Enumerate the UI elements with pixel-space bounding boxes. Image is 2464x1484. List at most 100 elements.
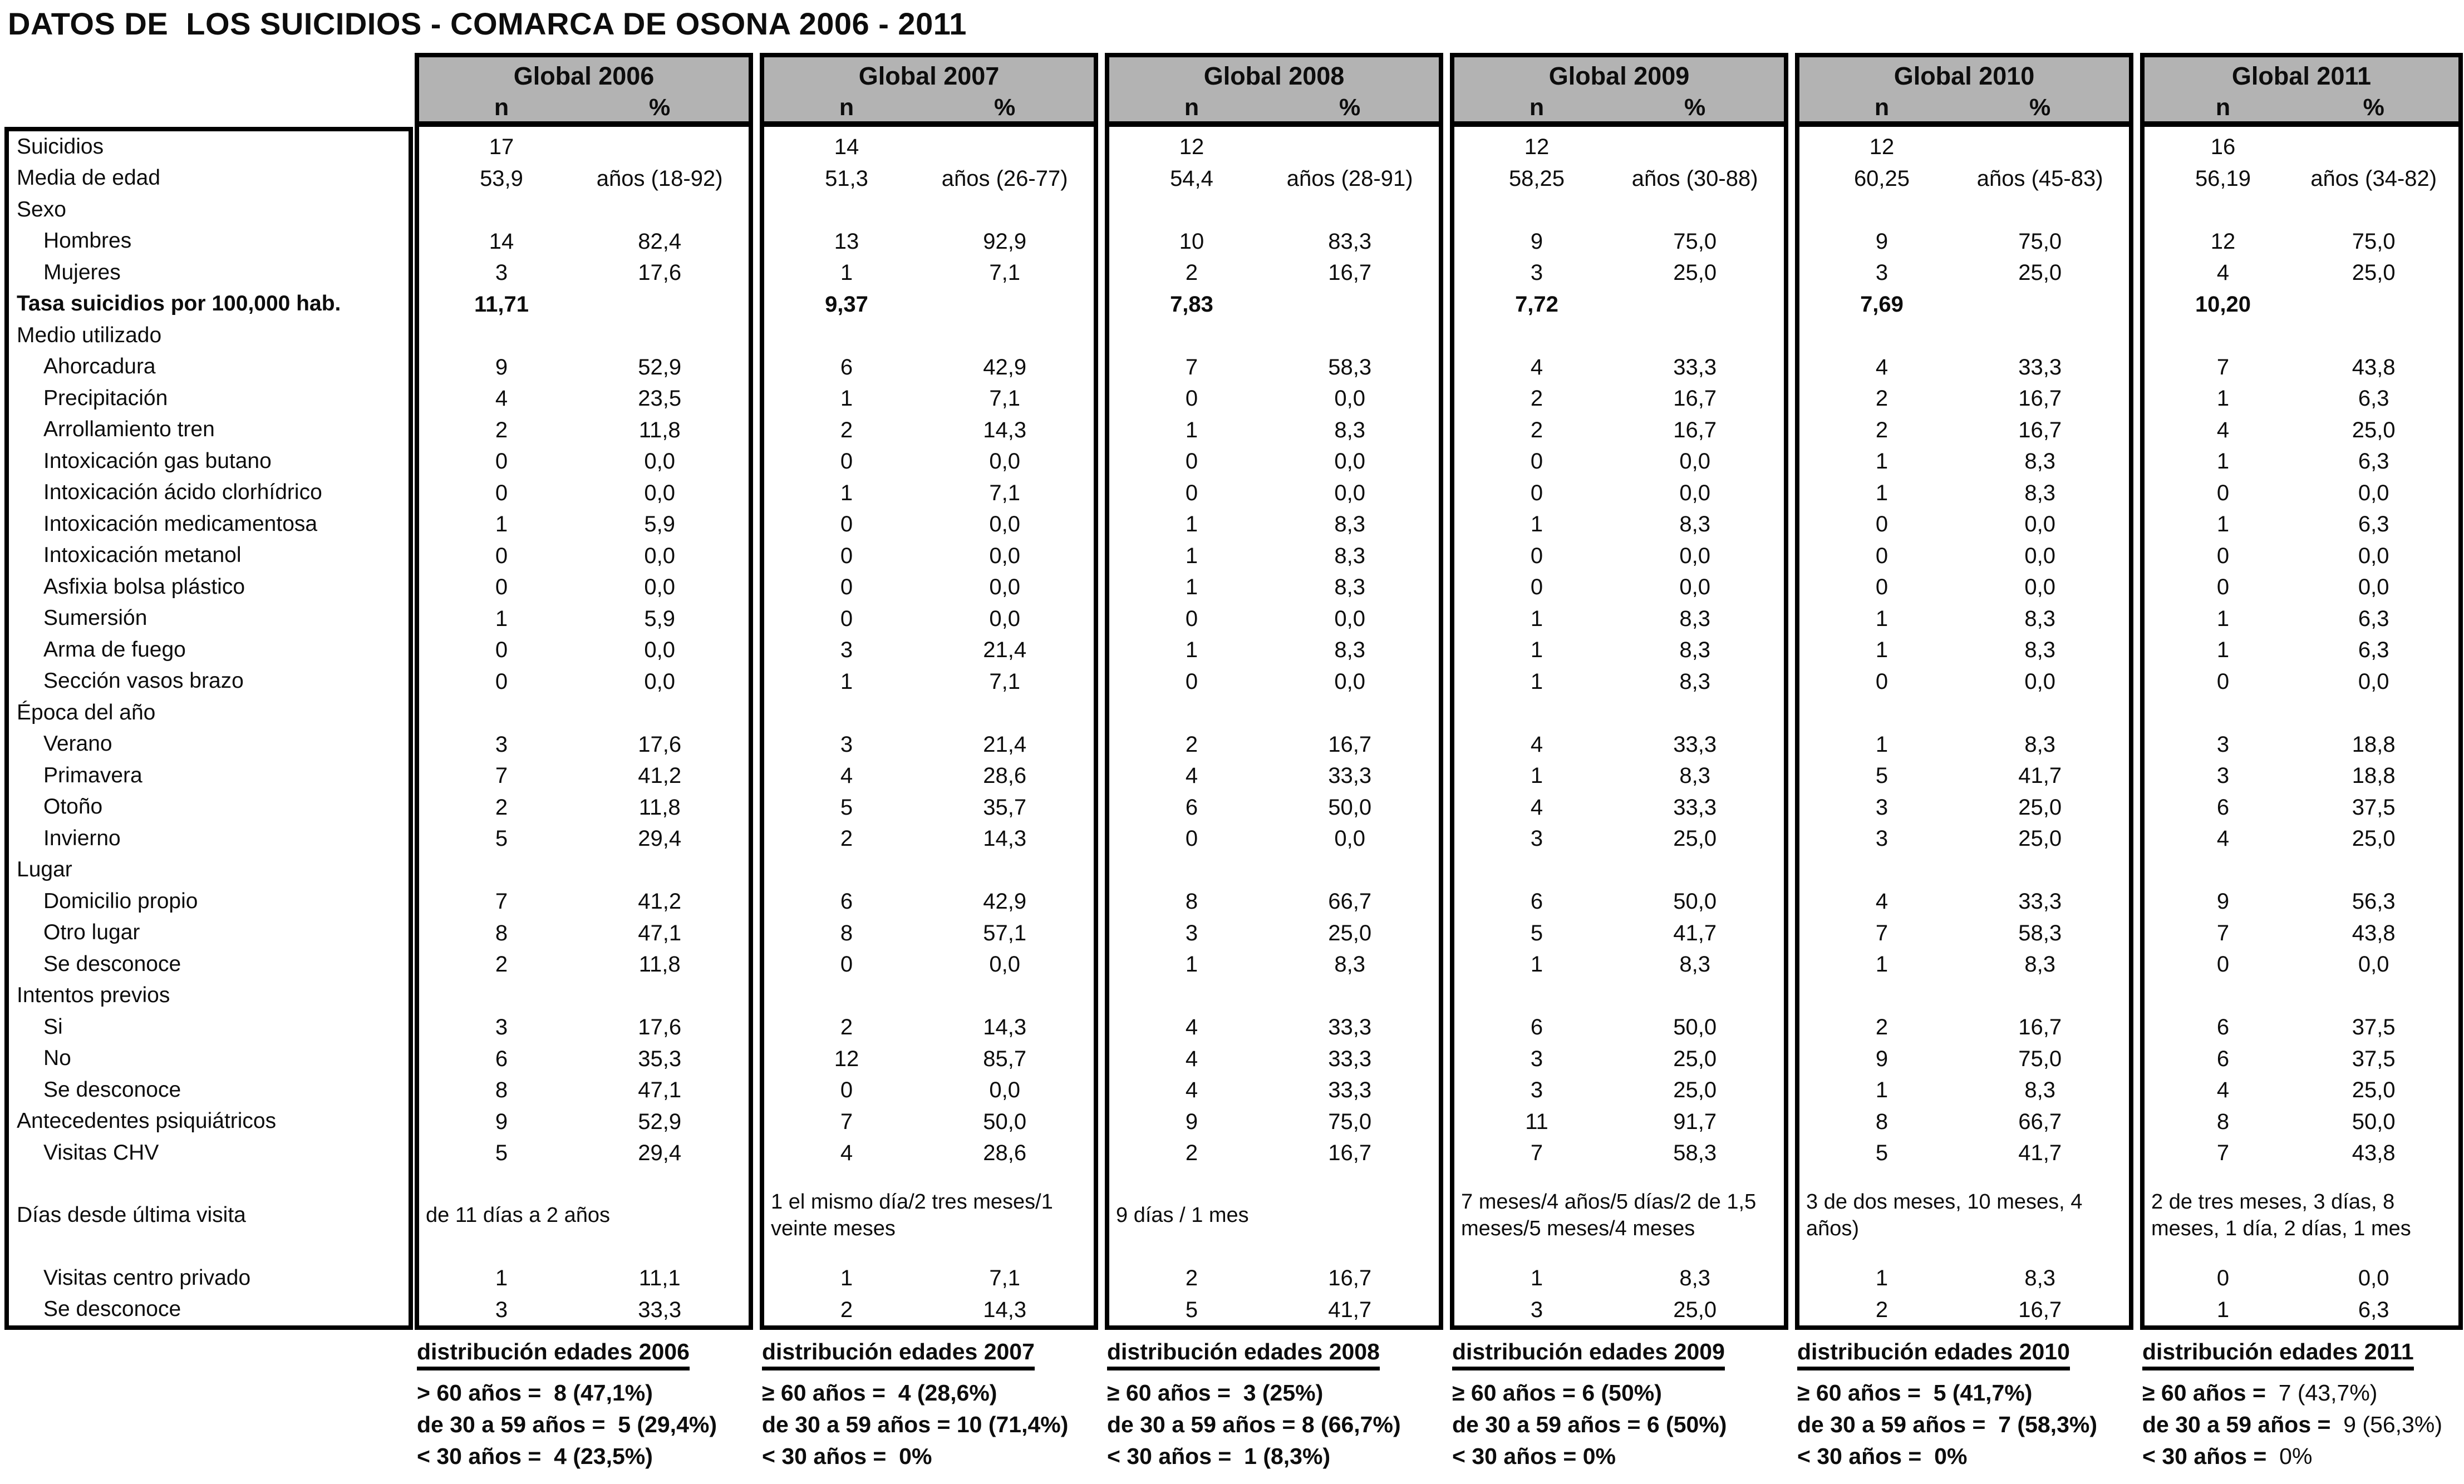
pct-value: 0,0: [2358, 575, 2389, 599]
days-since-visit-cell: de 11 días a 2 años: [426, 1204, 610, 1227]
pct-value: años (26-77): [941, 166, 1068, 191]
age-line-value: 6 (50%): [1640, 1412, 1727, 1437]
n-value: 3: [1530, 1297, 1543, 1322]
pct-value: 8,3: [1679, 669, 1710, 694]
n-value: 0: [495, 480, 508, 505]
pct-value: 0,0: [2358, 952, 2389, 977]
data-row: 3 25,0: [1799, 257, 2129, 289]
data-row: 5 35,7: [764, 792, 1094, 824]
pct-value: 16,7: [1328, 1266, 1372, 1290]
row-label: Mujeres: [43, 260, 121, 284]
data-row: 0 0,0: [2145, 540, 2458, 572]
n-value: 9: [1875, 1046, 1888, 1071]
data-row: 6 37,5: [2145, 1012, 2458, 1043]
age-distribution-title: distribución edades 2009: [1452, 1339, 1725, 1370]
pct-value: 14,3: [983, 1297, 1027, 1322]
data-row: 1 8,3: [1799, 1263, 2129, 1294]
data-row: 2 16,7: [1109, 1137, 1439, 1169]
n-value: 5: [1875, 1141, 1888, 1165]
data-row: 8 47,1: [419, 1074, 749, 1106]
n-value: 0: [1530, 480, 1543, 505]
row-label: Verano: [43, 732, 112, 756]
pct-value: 33,3: [1328, 1046, 1372, 1071]
pct-value: 0,0: [989, 512, 1020, 536]
n-value: 5: [1185, 1297, 1198, 1322]
n-value: 8: [495, 920, 508, 945]
age-distribution-line: de 30 a 59 años = 6 (50%): [1452, 1409, 1791, 1441]
n-value: 1: [1875, 1078, 1888, 1102]
row-label: Antecedentes psiquiátricos: [17, 1109, 277, 1133]
n-value: 4: [495, 386, 508, 411]
pct-value: 8,3: [1679, 1266, 1710, 1290]
data-row: 0 0,0: [1454, 477, 1784, 509]
pct-value: 0,0: [1334, 386, 1365, 411]
age-line-value: 7 (58,3%): [1985, 1412, 2097, 1437]
data-row: 0 0,0: [419, 634, 749, 666]
data-row: 3 17,6: [419, 257, 749, 289]
data-row: [1799, 194, 2129, 226]
age-line-value: 10 (71,4%): [950, 1412, 1069, 1437]
year-header-2008: Global 2008 n%: [1109, 57, 1439, 127]
pct-column-header: %: [994, 94, 1016, 121]
data-row: 1 8,3: [1454, 760, 1784, 792]
data-row: [764, 194, 1094, 226]
pct-value: 66,7: [1328, 889, 1372, 914]
subheader-row: n%: [419, 91, 749, 121]
n-value: 16: [2210, 135, 2236, 159]
n-value: 9: [495, 354, 508, 379]
pct-value: 7,1: [989, 669, 1020, 694]
pct-value: 8,3: [1679, 638, 1710, 662]
pct-value: 11,8: [638, 952, 681, 977]
data-row: 13 92,9: [764, 226, 1094, 258]
n-value: 2: [495, 417, 508, 442]
data-row: 6 42,9: [764, 352, 1094, 383]
row-label: Sección vasos brazo: [43, 669, 244, 693]
age-distribution-line: ≥ 60 años = 3 (25%): [1107, 1377, 1445, 1409]
n-value: 2: [1530, 417, 1543, 442]
n-column-header: n: [1529, 94, 1545, 121]
age-line-label: de 30 a 59 años =: [762, 1412, 951, 1437]
pct-value: 0,0: [644, 575, 675, 599]
pct-value: 75,0: [2018, 1046, 2062, 1071]
pct-value: 33,3: [2018, 889, 2062, 914]
pct-value: 92,9: [983, 229, 1027, 254]
row-label: Visitas CHV: [43, 1140, 159, 1165]
data-row: 0 0,0: [419, 477, 749, 509]
pct-value: 8,3: [2024, 638, 2055, 662]
age-distribution-title: distribución edades 2010: [1797, 1339, 2070, 1370]
row-label: Días desde última visita: [17, 1203, 246, 1227]
pct-value: 23,5: [638, 386, 682, 411]
pct-value: 8,3: [1334, 543, 1365, 568]
data-row: 0 0,0: [1454, 571, 1784, 603]
age-line-label: ≥ 60 años =: [762, 1380, 886, 1406]
pct-value: 8,3: [1334, 512, 1365, 536]
age-distribution-title: distribución edades 2011: [2142, 1339, 2414, 1370]
age-line-label: de 30 a 59 años =: [1452, 1412, 1641, 1437]
data-row: 3 21,4: [764, 634, 1094, 666]
data-row: [2145, 980, 2458, 1012]
data-row: 11 91,7: [1454, 1106, 1784, 1138]
data-row: 0 0,0: [2145, 571, 2458, 603]
data-row: 1 8,3: [1454, 666, 1784, 698]
n-value: 4: [2216, 260, 2230, 285]
pct-value: 50,0: [1673, 1015, 1717, 1039]
age-line-label: < 30 años =: [762, 1443, 887, 1469]
data-row: [1454, 697, 1784, 729]
age-distribution-line: ≥ 60 años = 5 (41,7%): [1797, 1377, 2136, 1409]
data-row: 7 58,3: [1109, 352, 1439, 383]
pct-value: 47,1: [638, 1078, 682, 1102]
pct-value: 0,0: [1679, 449, 1710, 474]
data-row: 5 41,7: [1799, 760, 2129, 792]
n-value: 1: [1530, 512, 1543, 536]
data-row: 6 35,3: [419, 1043, 749, 1075]
n-value: 0: [840, 1078, 853, 1102]
data-row: 2 16,7: [1109, 1263, 1439, 1294]
pct-column-header: %: [2363, 94, 2384, 121]
age-line-label: de 30 a 59 años =: [1107, 1412, 1296, 1437]
age-distribution-2007: distribución edades 2007 ≥ 60 años = 4 (2…: [762, 1339, 1100, 1472]
n-value: 1: [1875, 449, 1888, 474]
pct-value: 7,1: [989, 1266, 1020, 1290]
pct-value: 33,3: [638, 1297, 682, 1322]
age-line-label: < 30 años =: [1107, 1443, 1232, 1469]
pct-value: 50,0: [1328, 795, 1372, 820]
